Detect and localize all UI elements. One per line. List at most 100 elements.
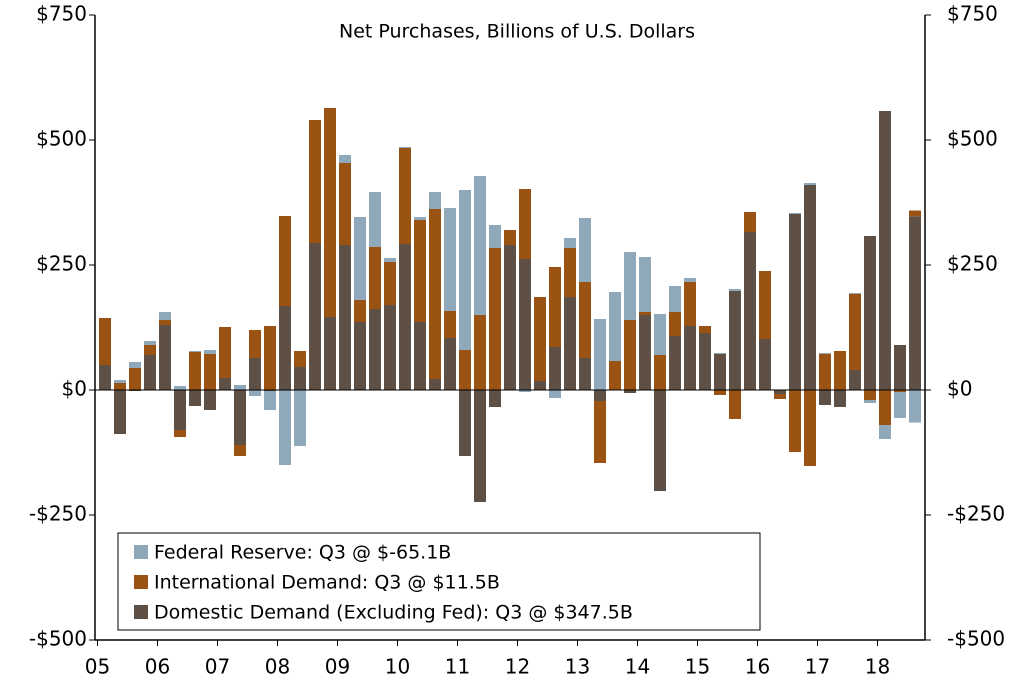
bar-segment [429, 209, 441, 379]
bar-segment [504, 245, 516, 390]
bar-segment [309, 120, 321, 243]
bar-segment [294, 390, 306, 446]
bar-segment [699, 326, 711, 333]
bar-segment [594, 401, 606, 463]
bar-segment [759, 339, 771, 390]
y-tick-label: $750 [36, 2, 87, 26]
bar-segment [789, 213, 801, 214]
bar-segment [564, 238, 576, 248]
bar-segment [249, 330, 261, 358]
bar-segment [444, 311, 456, 338]
bar-segment [789, 214, 801, 390]
bar-segment [204, 354, 216, 390]
bar-segment [129, 362, 141, 368]
y2-tick-label: -$500 [947, 627, 1005, 651]
bar-segment [489, 248, 501, 390]
x-tick-label: 16 [745, 655, 770, 679]
bar-segment [159, 325, 171, 390]
bar-segment [849, 294, 861, 370]
bar-segment [819, 390, 831, 405]
bar-segment [429, 379, 441, 390]
bar-segment [564, 248, 576, 297]
legend-swatch [134, 545, 148, 559]
bar-segment [159, 320, 171, 325]
bar-segment [294, 351, 306, 367]
bar-segment [669, 286, 681, 312]
bar-segment [384, 258, 396, 262]
bar-segment [369, 247, 381, 309]
bar-segment [759, 271, 771, 339]
bar-segment [414, 220, 426, 322]
y2-tick-label: $0 [947, 377, 972, 401]
bar-segment [789, 390, 801, 452]
bar-segment [459, 350, 471, 390]
bar-segment [849, 370, 861, 390]
bar-segment [219, 327, 231, 378]
bar-segment [249, 358, 261, 390]
bar-segment [414, 322, 426, 390]
bar-segment [489, 225, 501, 248]
x-tick-label: 12 [505, 655, 530, 679]
bar-segment [624, 320, 636, 390]
bar-segment [819, 354, 831, 390]
bar-segment [879, 390, 891, 425]
bar-segment [534, 297, 546, 381]
y2-tick-label: $250 [947, 252, 998, 276]
bar-segment [234, 390, 246, 445]
bar-segment [264, 391, 276, 410]
y2-tick-label: $500 [947, 127, 998, 151]
bar-segment [459, 390, 471, 456]
bar-segment [714, 354, 726, 390]
bar-segment [804, 390, 816, 466]
bar-segment [909, 210, 921, 217]
bar-segment [339, 163, 351, 245]
bar-segment [444, 208, 456, 311]
bar-segment [189, 351, 201, 352]
bar-segment [459, 190, 471, 350]
legend-label: International Demand: Q3 @ $11.5B [154, 572, 500, 594]
bar-segment [699, 333, 711, 390]
bar-segment [684, 282, 696, 326]
bar-segment [609, 292, 621, 361]
bar-segment [594, 319, 606, 390]
y-tick-label: $500 [36, 127, 87, 151]
bar-segment [774, 390, 786, 394]
bar-segment [894, 390, 906, 392]
legend-label: Domestic Demand (Excluding Fed): Q3 @ $3… [154, 602, 633, 624]
bar-segment [819, 353, 831, 354]
bar-segment [144, 355, 156, 390]
bar-segment [309, 243, 321, 390]
bar-segment [369, 309, 381, 390]
bar-segment [849, 293, 861, 294]
bar-segment [654, 390, 666, 491]
x-tick-label: 17 [805, 655, 830, 679]
bar-segment [219, 378, 231, 390]
x-tick-label: 14 [625, 655, 650, 679]
bar-segment [234, 445, 246, 456]
bar-segment [864, 236, 876, 390]
bar-segment [354, 322, 366, 390]
bar-segment [669, 336, 681, 390]
x-tick-label: 10 [385, 655, 410, 679]
bar-segment [774, 394, 786, 399]
bar-segment [609, 361, 621, 390]
legend-swatch [134, 605, 148, 619]
bar-segment [654, 314, 666, 355]
bar-segment [189, 390, 201, 406]
x-tick-label: 11 [445, 655, 470, 679]
bar-segment [549, 267, 561, 347]
bar-segment [579, 218, 591, 282]
x-tick-label: 08 [265, 655, 290, 679]
bar-segment [519, 390, 531, 392]
y2-tick-label: $750 [947, 2, 998, 26]
y-tick-label: -$250 [29, 502, 87, 526]
bar-segment [579, 282, 591, 358]
bar-segment [234, 385, 246, 390]
y-tick-label: $250 [36, 252, 87, 276]
bar-segment [684, 326, 696, 390]
bar-segment [384, 262, 396, 305]
bar-segment [489, 390, 501, 407]
bar-segment [174, 386, 186, 390]
bar-segment [729, 291, 741, 390]
y-tick-label: $0 [62, 377, 87, 401]
